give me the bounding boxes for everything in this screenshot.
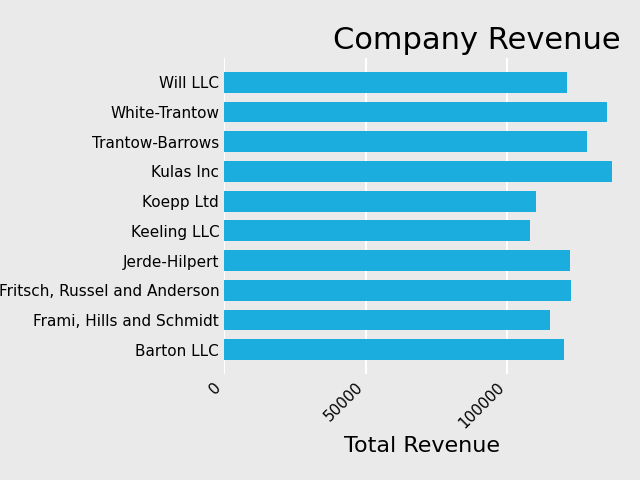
Text: Company Revenue: Company Revenue [333,26,621,55]
Bar [224,220,530,241]
Bar [224,339,564,360]
Bar [224,280,572,300]
Bar [224,161,612,182]
Bar [224,250,570,271]
X-axis label: Total Revenue: Total Revenue [344,436,500,456]
Bar [224,72,567,93]
Bar [224,310,550,330]
Bar [224,132,587,152]
Bar [224,102,607,122]
Bar [224,191,536,212]
